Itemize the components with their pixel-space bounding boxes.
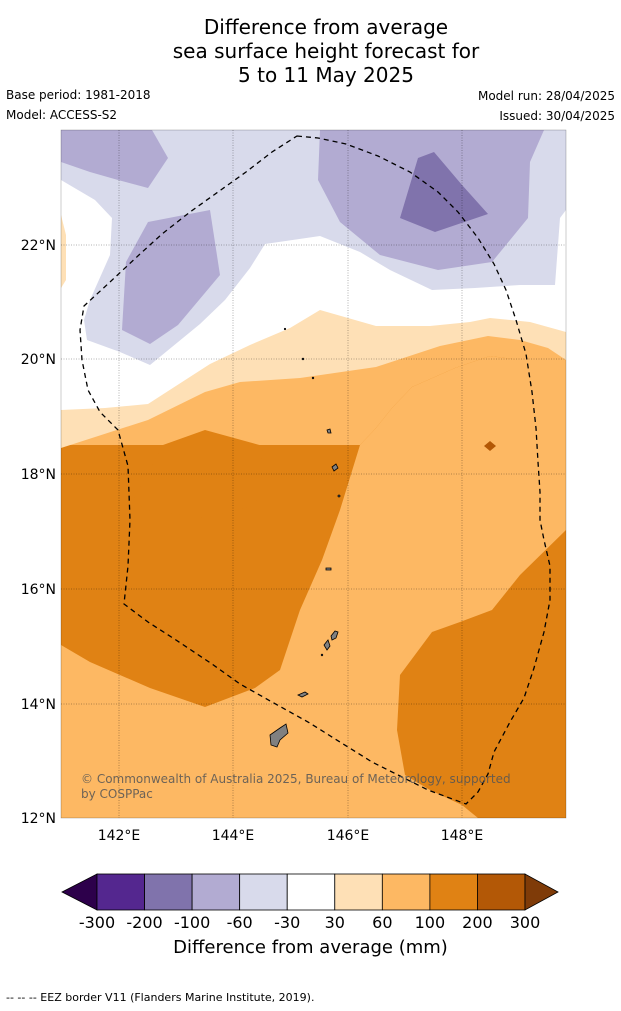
- island-rota: [297, 691, 309, 698]
- title-line-3: 5 to 11 May 2025: [238, 63, 414, 87]
- colorbar-swatch: [239, 873, 288, 911]
- colorbar-swatch: [334, 873, 383, 911]
- colorbar-tick-label: 300: [510, 913, 541, 932]
- base-period-label: Base period: 1981-2018: [6, 88, 151, 102]
- colorbar-tick-label: -60: [227, 913, 253, 932]
- colorbar-tick-label: -100: [174, 913, 210, 932]
- map-frame: [60, 129, 567, 819]
- island-guam: [269, 723, 289, 748]
- colorbar-extend-high: [524, 873, 559, 911]
- title-line-2: sea surface height forecast for: [172, 39, 480, 63]
- lat-tick-label: 18°N: [21, 467, 56, 483]
- lat-tick-label: 12°N: [21, 811, 56, 827]
- island-saipan: [330, 630, 339, 641]
- colorbar-tick-label: -300: [79, 913, 115, 932]
- lat-axis-labels: 22°N 20°N 18°N 16°N 14°N 12°N: [21, 238, 56, 827]
- issued-label: Issued: 30/04/2025: [499, 109, 615, 123]
- colorbar-tick-label: 100: [415, 913, 446, 932]
- lat-tick-label: 20°N: [21, 352, 56, 368]
- island-tinian: [323, 639, 331, 651]
- colorbar: [61, 873, 559, 911]
- colorbar-swatch: [96, 873, 145, 911]
- colorbar-tick-label: -200: [126, 913, 162, 932]
- colorbar-swatch: [477, 873, 526, 911]
- lon-tick-label: 144°E: [212, 828, 255, 844]
- colorbar-swatch: [191, 873, 241, 911]
- eez-border-note: -- -- -- EEZ border V11 (Flanders Marine…: [6, 991, 315, 1004]
- colorbar-swatch: [286, 873, 336, 911]
- contour-neg100-neg200: [400, 152, 488, 232]
- contour-neg60-neg100-w: [122, 210, 220, 344]
- colorbar-swatch: [381, 873, 431, 911]
- colorbar-extend-low: [61, 873, 98, 911]
- eez-border: [79, 135, 551, 805]
- contour-100-200-blob: [133, 430, 263, 518]
- islands: [269, 327, 341, 748]
- chart-title: Difference from average sea surface heig…: [0, 15, 621, 87]
- lat-tick-label: 16°N: [21, 582, 56, 598]
- colorbar-swatch: [144, 873, 193, 911]
- title-line-1: Difference from average: [203, 15, 449, 39]
- lat-tick-label: 14°N: [21, 697, 56, 713]
- lat-tick-label: 22°N: [21, 238, 56, 254]
- colorbar-tick-label: 60: [372, 913, 392, 932]
- gridlines: [61, 130, 566, 818]
- model-run-label: Model run: 28/04/2025: [477, 89, 615, 103]
- colorbar-swatch: [429, 873, 478, 911]
- lon-tick-label: 146°E: [327, 828, 370, 844]
- colorbar-tick-label: -30: [274, 913, 300, 932]
- colorbar-title: Difference from average (mm): [173, 937, 448, 958]
- model-label: Model: ACCESS-S2: [6, 108, 118, 122]
- lon-tick-label: 142°E: [98, 828, 141, 844]
- contour-neg60-neg100-nw: [61, 130, 168, 188]
- copyright-notice: © Commonwealth of Australia 2025, Bureau…: [81, 772, 511, 801]
- colorbar-tick-label: 200: [462, 913, 493, 932]
- lon-axis-labels: 142°E 144°E 146°E 148°E: [98, 828, 484, 844]
- lon-tick-label: 148°E: [441, 828, 484, 844]
- colorbar-tick-label: 30: [325, 913, 345, 932]
- colorbar-ticks: -300 -200 -100 -60 -30 30 60 100 200 300: [79, 913, 540, 932]
